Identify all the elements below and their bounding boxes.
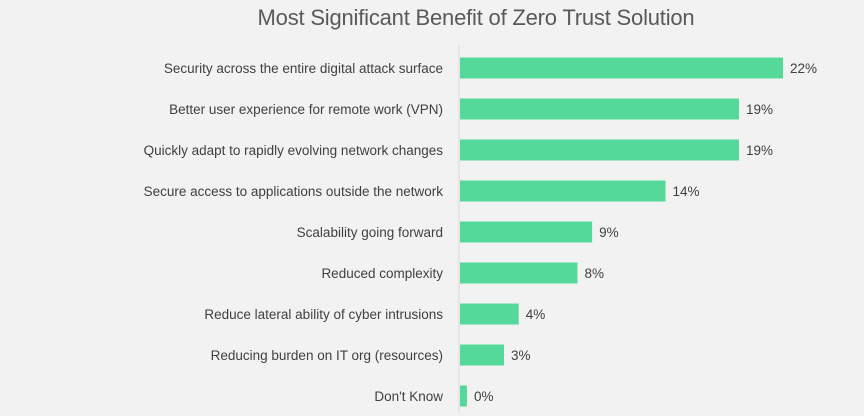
bar [460,385,467,407]
category-label: Secure access to applications outside th… [144,184,444,199]
data-label: 9% [599,225,619,240]
bar [460,303,519,325]
category-label: Better user experience for remote work (… [169,102,443,117]
bar [460,139,739,161]
data-label: 22% [790,61,817,76]
category-label: Reducing burden on IT org (resources) [211,348,443,363]
category-label: Don't Know [374,389,443,404]
data-label: 3% [511,348,531,363]
category-label: Scalability going forward [297,225,443,240]
bar [460,221,593,243]
category-label: Reduced complexity [321,266,443,281]
category-label: Reduce lateral ability of cyber intrusio… [204,307,443,322]
data-label: 0% [474,389,494,404]
data-label: 19% [746,143,773,158]
category-label: Quickly adapt to rapidly evolving networ… [144,143,444,158]
data-label: 8% [584,266,604,281]
data-label: 14% [673,184,700,199]
data-label: 19% [746,102,773,117]
bar [460,57,783,79]
bar [460,262,578,284]
category-label: Security across the entire digital attac… [164,61,443,76]
chart-title: Most Significant Benefit of Zero Trust S… [257,5,695,30]
data-label: 4% [526,307,546,322]
bar [460,344,505,366]
bar [460,98,739,120]
bar [460,180,666,202]
